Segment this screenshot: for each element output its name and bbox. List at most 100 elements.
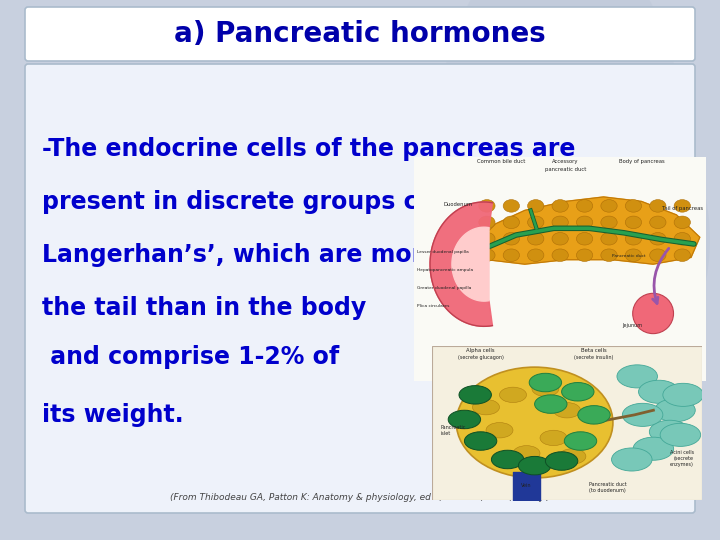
Text: Body of pancreas: Body of pancreas — [618, 159, 665, 164]
Circle shape — [486, 422, 513, 438]
Circle shape — [492, 450, 524, 469]
Text: Common bile duct: Common bile duct — [477, 159, 526, 164]
Text: (From Thibodeau GA, Patton K: Anatomy & physiology, ed 5, St Louis, 2003, Mosby.: (From Thibodeau GA, Patton K: Anatomy & … — [170, 494, 550, 503]
Circle shape — [625, 200, 642, 212]
Text: Tail of pancreas: Tail of pancreas — [662, 206, 703, 211]
Text: Acini cells
(secrete
enzymes): Acini cells (secrete enzymes) — [670, 450, 694, 467]
Circle shape — [552, 216, 568, 228]
Circle shape — [577, 406, 611, 424]
Polygon shape — [452, 227, 489, 301]
Text: Langerhan’s’, which are more numerous in: Langerhan’s’, which are more numerous in — [42, 244, 614, 267]
Circle shape — [503, 249, 520, 261]
Text: present in discrete groups called ‘islets of: present in discrete groups called ‘islet… — [42, 190, 606, 214]
Text: Pancreatic duct: Pancreatic duct — [612, 254, 646, 259]
Circle shape — [562, 382, 594, 401]
Ellipse shape — [530, 100, 710, 380]
Circle shape — [625, 233, 642, 245]
Circle shape — [601, 216, 617, 228]
Text: and comprise 1-2% of: and comprise 1-2% of — [42, 345, 339, 369]
Circle shape — [622, 403, 663, 427]
Circle shape — [540, 430, 567, 445]
Circle shape — [617, 365, 657, 388]
Circle shape — [611, 448, 652, 471]
Circle shape — [552, 200, 568, 212]
Circle shape — [674, 233, 690, 245]
Circle shape — [518, 456, 551, 475]
Circle shape — [564, 432, 597, 450]
Circle shape — [674, 216, 690, 228]
Circle shape — [528, 216, 544, 228]
Text: Head of pancreas: Head of pancreas — [603, 350, 645, 355]
Circle shape — [649, 420, 690, 443]
Circle shape — [649, 216, 666, 228]
Text: pancreatic duct: pancreatic duct — [545, 167, 586, 172]
Text: Alpha cells: Alpha cells — [467, 348, 495, 353]
Text: the tail than in the body: the tail than in the body — [42, 296, 366, 320]
Circle shape — [528, 200, 544, 212]
Circle shape — [459, 386, 491, 404]
Ellipse shape — [440, 0, 680, 300]
Text: (secrete insulin): (secrete insulin) — [575, 355, 613, 361]
Circle shape — [663, 383, 703, 407]
Ellipse shape — [410, 80, 550, 300]
Text: Plica circulares: Plica circulares — [417, 303, 449, 308]
Text: Accessory: Accessory — [552, 159, 579, 164]
Circle shape — [464, 432, 497, 450]
Circle shape — [674, 249, 690, 261]
Circle shape — [554, 402, 580, 418]
Circle shape — [601, 233, 617, 245]
Circle shape — [577, 200, 593, 212]
Circle shape — [601, 200, 617, 212]
Circle shape — [639, 380, 679, 403]
Text: its weight.: its weight. — [42, 403, 184, 427]
Text: -The endocrine cells of the pancreas are: -The endocrine cells of the pancreas are — [42, 137, 575, 161]
Text: a) Pancreatic hormones: a) Pancreatic hormones — [174, 20, 546, 48]
Text: (secrete glucagon): (secrete glucagon) — [458, 355, 503, 361]
Circle shape — [472, 400, 500, 415]
Circle shape — [479, 216, 495, 228]
Circle shape — [513, 446, 540, 461]
Polygon shape — [430, 202, 492, 326]
Circle shape — [552, 233, 568, 245]
Circle shape — [448, 410, 481, 429]
FancyBboxPatch shape — [25, 64, 695, 513]
Circle shape — [500, 387, 526, 402]
Circle shape — [503, 216, 520, 228]
Circle shape — [674, 200, 690, 212]
Circle shape — [577, 233, 593, 245]
Circle shape — [577, 216, 593, 228]
Circle shape — [529, 373, 562, 392]
Circle shape — [528, 249, 544, 261]
Circle shape — [503, 233, 520, 245]
Circle shape — [577, 249, 593, 261]
FancyBboxPatch shape — [25, 7, 695, 61]
Ellipse shape — [456, 367, 613, 478]
Circle shape — [649, 233, 666, 245]
Circle shape — [534, 395, 567, 413]
Circle shape — [479, 233, 495, 245]
Circle shape — [625, 216, 642, 228]
Circle shape — [649, 200, 666, 212]
Circle shape — [559, 449, 586, 464]
Polygon shape — [467, 197, 700, 264]
Circle shape — [532, 381, 559, 396]
Circle shape — [503, 200, 520, 212]
Text: Lesser duodenal papilla: Lesser duodenal papilla — [417, 250, 469, 254]
Text: Duodenum: Duodenum — [443, 202, 472, 207]
Text: Pancreatic
islet: Pancreatic islet — [440, 425, 465, 436]
Text: Greater duodenal papilla: Greater duodenal papilla — [417, 286, 472, 290]
FancyBboxPatch shape — [432, 346, 702, 500]
Circle shape — [479, 249, 495, 261]
Circle shape — [479, 200, 495, 212]
Text: Pancreatic duct
(to duodenum): Pancreatic duct (to duodenum) — [589, 482, 626, 493]
Text: Beta cells: Beta cells — [581, 348, 607, 353]
Text: Jejunum: Jejunum — [623, 323, 643, 328]
Circle shape — [601, 249, 617, 261]
Circle shape — [633, 437, 674, 460]
Text: Hepatopancreatic ampula: Hepatopancreatic ampula — [417, 268, 473, 272]
Circle shape — [552, 249, 568, 261]
Text: Vein: Vein — [521, 483, 532, 488]
FancyBboxPatch shape — [414, 157, 706, 381]
Ellipse shape — [633, 293, 673, 334]
Circle shape — [528, 233, 544, 245]
